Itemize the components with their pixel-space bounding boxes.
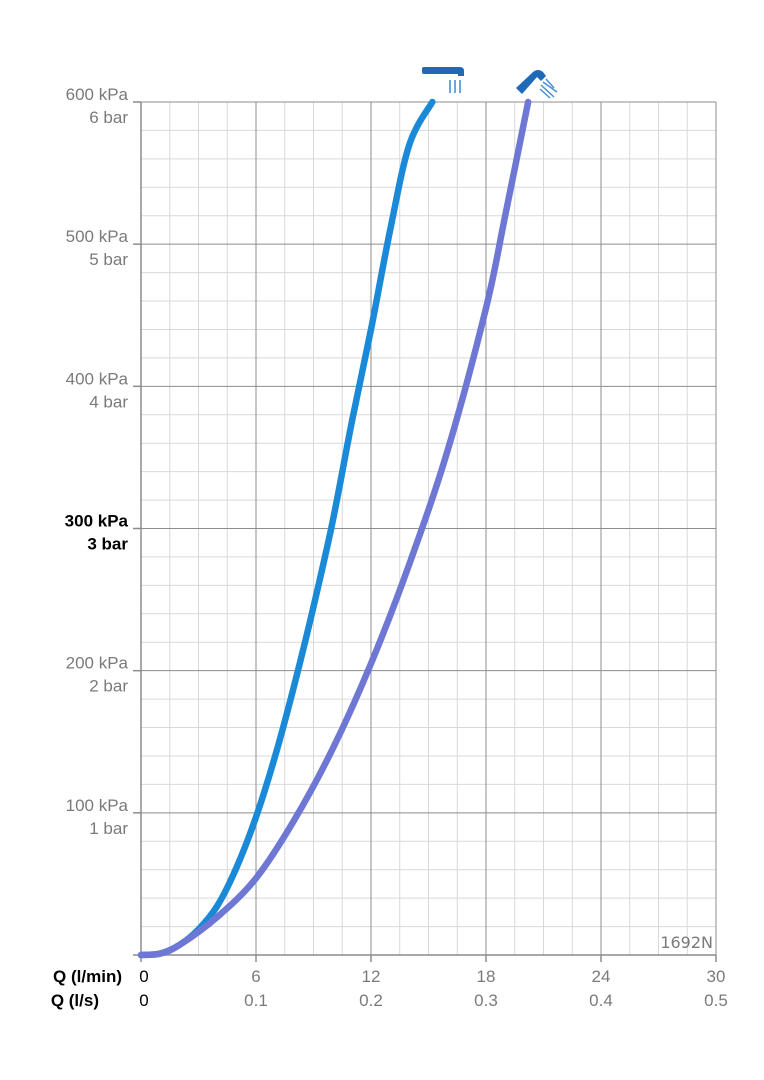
y-tick-label-bar: 3 bar (87, 535, 128, 554)
x-axis-label-secondary: Q (l/s) (51, 991, 99, 1010)
x-tick-label-lmin: 12 (362, 967, 381, 986)
axes (133, 101, 717, 962)
series (137, 98, 532, 959)
y-tick-labels: 100 kPa 1 bar 200 kPa 2 bar 300 kPa 3 bar 400 … (65, 85, 129, 838)
y-tick-label-kpa: 400 kPa (66, 369, 129, 388)
y-tick-label-kpa: 500 kPa (66, 227, 129, 246)
model-code: 1692N (660, 933, 713, 952)
series-line-2 (137, 98, 532, 959)
hand-shower-icon (516, 70, 558, 99)
x-tick-label-ls: 0 (139, 991, 148, 1010)
y-tick-label-bar: 2 bar (89, 677, 128, 696)
x-axis-label-primary: Q (l/min) (53, 967, 122, 986)
x-tick-label-lmin: 30 (707, 967, 726, 986)
x-tick-label-lmin: 0 (139, 967, 148, 986)
y-tick-label-kpa: 200 kPa (66, 654, 129, 673)
x-tick-label-ls: 0.5 (704, 991, 728, 1010)
y-tick-label-bar: 6 bar (89, 108, 128, 127)
x-tick-label-ls: 0.1 (244, 991, 268, 1010)
x-tick-label-lmin: 18 (477, 967, 496, 986)
x-tick-label-ls: 0.4 (589, 991, 613, 1010)
x-tick-label-lmin: 24 (592, 967, 611, 986)
y-tick-label-kpa: 100 kPa (66, 796, 129, 815)
x-tick-labels: 0 6 12 18 24 30 0 0.1 0.2 0.3 0.4 0.5 (139, 967, 728, 1010)
y-tick-label-kpa: 600 kPa (66, 85, 129, 104)
grid (141, 101, 717, 955)
x-tick-label-lmin: 6 (251, 967, 260, 986)
x-tick-label-ls: 0.2 (359, 991, 383, 1010)
y-tick-label-bar: 4 bar (89, 392, 128, 411)
y-tick-label-kpa: 300 kPa (65, 512, 129, 531)
y-tick-label-bar: 5 bar (89, 250, 128, 269)
overhead-shower-icon (422, 67, 464, 93)
x-tick-label-ls: 0.3 (474, 991, 498, 1010)
y-tick-label-bar: 1 bar (89, 819, 128, 838)
